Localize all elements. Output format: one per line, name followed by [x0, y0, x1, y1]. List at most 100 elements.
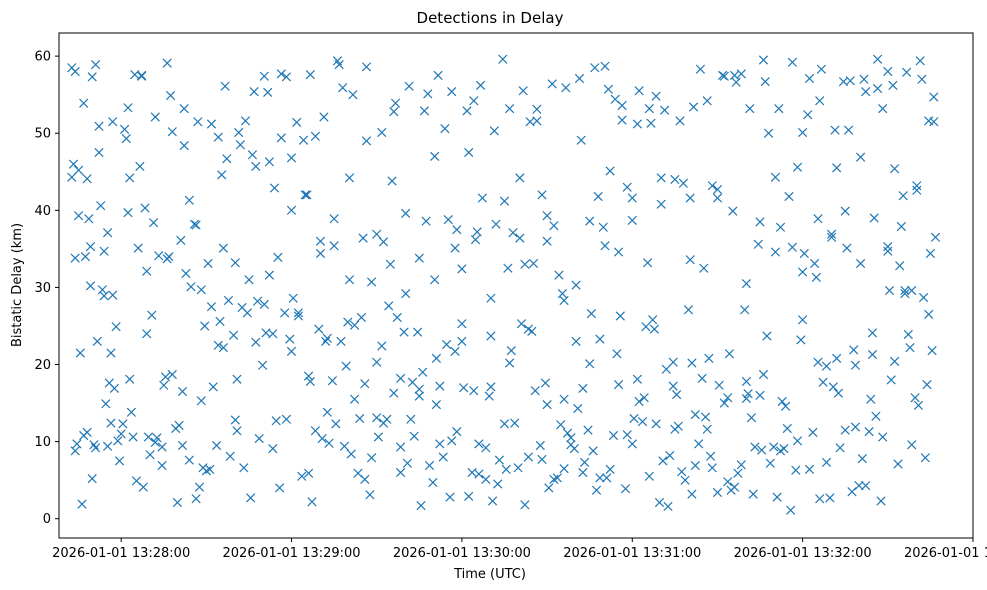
data-point-marker: [196, 396, 206, 406]
data-point-marker: [777, 396, 787, 407]
data-point-marker: [179, 103, 189, 114]
data-point-marker: [842, 243, 852, 253]
data-point-marker: [724, 349, 735, 359]
data-point-marker: [435, 439, 445, 449]
data-point-marker: [821, 457, 832, 468]
data-point-marker: [670, 174, 680, 185]
data-point-marker: [595, 473, 605, 483]
data-point-marker: [569, 443, 579, 454]
data-point-marker: [518, 86, 528, 96]
data-point-marker: [135, 161, 145, 172]
data-point-marker: [826, 232, 837, 242]
data-point-marker: [622, 182, 632, 192]
data-point-marker: [585, 359, 595, 369]
data-point-marker: [87, 72, 97, 82]
data-point-marker: [407, 377, 418, 387]
data-point-marker: [552, 473, 562, 483]
data-point-marker: [639, 393, 649, 403]
data-point-marker: [322, 407, 332, 417]
data-point-marker: [341, 361, 351, 371]
data-point-marker: [811, 272, 821, 283]
data-point-marker: [257, 360, 268, 370]
data-point-marker: [883, 66, 893, 77]
data-point-marker: [430, 275, 440, 285]
data-point-marker: [787, 242, 798, 252]
data-point-marker: [125, 374, 135, 384]
data-point-marker: [898, 191, 908, 201]
data-point-marker: [825, 493, 835, 503]
plot-area-frame: [58, 32, 974, 539]
data-point-marker: [745, 103, 755, 114]
data-point-marker: [850, 360, 861, 370]
data-point-marker: [770, 172, 781, 182]
x-axis: 2026-01-01 13:28:00 2026-01-01 13:29:00 20…: [52, 538, 987, 561]
data-point-marker: [377, 127, 387, 138]
data-point-marker: [504, 358, 515, 368]
data-point-marker: [796, 335, 806, 345]
data-point-marker: [627, 193, 637, 203]
data-point-marker: [719, 398, 729, 408]
data-point-marker: [578, 467, 588, 478]
data-point-marker: [184, 195, 194, 205]
data-point-marker: [816, 64, 827, 74]
data-point-marker: [68, 159, 79, 169]
data-point-marker: [431, 353, 442, 364]
data-point-marker: [651, 91, 661, 101]
data-point-marker: [723, 477, 733, 487]
data-point-marker: [230, 258, 240, 268]
data-point-marker: [244, 275, 254, 285]
data-point-marker: [228, 330, 239, 340]
data-point-marker: [251, 161, 261, 172]
data-point-marker: [477, 193, 488, 203]
data-point-marker: [72, 439, 82, 449]
data-point-marker: [907, 440, 917, 450]
data-point-marker: [268, 329, 278, 339]
data-point-marker: [797, 315, 808, 325]
data-point-marker: [632, 119, 643, 129]
data-point-marker: [665, 450, 675, 461]
y-tick-label: 40: [34, 204, 51, 219]
data-point-marker: [286, 153, 297, 163]
y-tick-label: 30: [34, 281, 51, 296]
data-point-marker: [179, 140, 189, 151]
data-point-marker: [656, 173, 666, 183]
data-point-marker: [617, 115, 627, 125]
data-point-marker: [181, 268, 191, 279]
data-point-marker: [929, 117, 939, 127]
data-point-marker: [440, 123, 450, 134]
data-point-marker: [668, 357, 678, 367]
data-point-marker: [797, 267, 808, 277]
data-point-marker: [728, 206, 738, 216]
data-point-marker: [573, 403, 583, 414]
data-point-marker: [414, 253, 424, 263]
data-point-marker: [443, 214, 453, 225]
data-point-marker: [338, 83, 348, 93]
data-point-marker: [809, 258, 820, 269]
data-point-marker: [925, 248, 936, 259]
x-tick-label: 2026-01-01 13:33:00: [904, 546, 987, 561]
data-point-marker: [535, 440, 545, 451]
data-point-marker: [763, 128, 774, 138]
data-point-marker: [520, 259, 530, 269]
data-point-marker: [542, 399, 552, 410]
data-point-marker: [714, 380, 724, 390]
data-point-marker: [191, 220, 201, 230]
data-point-marker: [356, 312, 367, 323]
data-point-marker: [554, 270, 564, 280]
data-point-marker: [593, 191, 603, 202]
data-point-marker: [803, 110, 813, 120]
data-point-marker: [184, 455, 194, 465]
data-point-marker: [90, 59, 101, 70]
data-point-marker: [644, 103, 654, 114]
data-point-marker: [864, 426, 874, 437]
data-point-marker: [544, 483, 554, 493]
data-point-marker: [101, 399, 111, 409]
data-point-marker: [627, 439, 637, 449]
data-point-marker: [239, 463, 249, 473]
data-point-marker: [792, 436, 803, 446]
data-point-marker: [562, 428, 573, 438]
data-point-marker: [876, 496, 886, 506]
data-point-marker: [753, 239, 763, 249]
data-point-marker: [600, 61, 610, 71]
data-point-marker: [142, 266, 152, 276]
